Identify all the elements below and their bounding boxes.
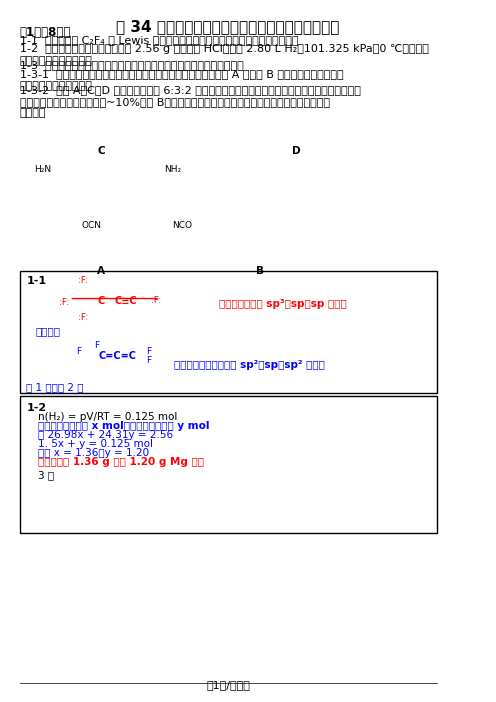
- Text: 1-3  构筑可循环再生的聚合物材料是解决目前白色污染的有效途径之一。: 1-3 构筑可循环再生的聚合物材料是解决目前白色污染的有效途径之一。: [19, 60, 243, 70]
- Text: C: C: [97, 146, 105, 156]
- Text: 此结构从左到右分别是 sp²、sp、sp² 杂化。: 此结构从左到右分别是 sp²、sp、sp² 杂化。: [174, 360, 324, 370]
- Text: 1-2  现有铝镁合金样品一份，称取 2.56 g 样品溶于 HCl，产生 2.80 L H₂（101.325 kPa，0 ℃），通过
计算，确定此合金组成。: 1-2 现有铝镁合金样品一份，称取 2.56 g 样品溶于 HCl，产生 2.8…: [19, 44, 429, 66]
- Text: F: F: [94, 341, 99, 350]
- Text: 1-3-2  单体 A、C、D 按物质的量比例 6:3:2 进行共聚合，得到的聚合物不能进行热加工和循环利用，
但若在共聚合时加入一定量（~10%）的 B，得到: 1-3-2 单体 A、C、D 按物质的量比例 6:3:2 进行共聚合，得到的聚合…: [19, 86, 361, 119]
- Text: 第 34 届中国化学奥林匹克（初赛）试题和参考答案: 第 34 届中国化学奥林匹克（初赛）试题和参考答案: [117, 19, 340, 34]
- Text: D: D: [292, 146, 301, 156]
- Text: n(H₂) = pV/RT = 0.125 mol: n(H₂) = pV/RT = 0.125 mol: [38, 412, 177, 422]
- Text: :F:: :F:: [78, 312, 88, 322]
- Text: C: C: [98, 296, 105, 305]
- Text: 第1页/共加页: 第1页/共加页: [206, 680, 250, 690]
- Text: 第1题（8分）: 第1题（8分）: [19, 26, 71, 39]
- Text: :F:: :F:: [78, 276, 88, 284]
- Text: 1-1: 1-1: [26, 276, 47, 286]
- Text: B: B: [256, 265, 264, 276]
- Text: :F:: :F:: [151, 296, 161, 305]
- Text: C≡C: C≡C: [115, 296, 137, 305]
- Text: 解得 x = 1.36，y = 1.20: 解得 x = 1.36，y = 1.20: [38, 448, 149, 458]
- Text: 也可能是: 也可能是: [35, 326, 61, 336]
- Text: :F:: :F:: [59, 298, 69, 307]
- Text: 1-2: 1-2: [26, 404, 47, 413]
- Text: 1-3-1  通常单官能度的单体无法参与聚合反应中的链增长，但单体 A 可以与 B 发生反应形成聚合物，
画出该聚合物的结构式。: 1-3-1 通常单官能度的单体无法参与聚合反应中的链增长，但单体 A 可以与 B…: [19, 69, 343, 91]
- Text: A: A: [97, 265, 105, 276]
- Text: 从左到右分别为 sp³、sp、sp 杂化。: 从左到右分别为 sp³、sp、sp 杂化。: [219, 298, 347, 309]
- Text: F: F: [146, 356, 152, 365]
- Text: F: F: [76, 347, 81, 355]
- Text: 设铝的物质的量为 x mol，镁的物质的量为 y mol: 设铝的物质的量为 x mol，镁的物质的量为 y mol: [38, 421, 209, 431]
- Text: 各 1 分，共 2 分: 各 1 分，共 2 分: [26, 383, 84, 392]
- Text: 则 26.98x + 24.31y = 2.56: 则 26.98x + 24.31y = 2.56: [38, 430, 173, 440]
- Text: NCO: NCO: [172, 220, 192, 230]
- FancyBboxPatch shape: [19, 397, 436, 533]
- Text: H₂N: H₂N: [34, 165, 51, 173]
- Text: 故该合金由 1.36 g 铝和 1.20 g Mg 组成: 故该合金由 1.36 g 铝和 1.20 g Mg 组成: [38, 457, 204, 468]
- Text: 1-1  画出小分子 C₂F₄ 的 Lewis 结构，标出三个碳原子成键时所采用的杂化轨道。: 1-1 画出小分子 C₂F₄ 的 Lewis 结构，标出三个碳原子成键时所采用的…: [19, 35, 298, 45]
- Text: C=C=C: C=C=C: [99, 351, 137, 361]
- Text: NH₂: NH₂: [165, 165, 182, 173]
- Text: OCN: OCN: [81, 220, 101, 230]
- Text: 1. 5x + y = 0.125 mol: 1. 5x + y = 0.125 mol: [38, 439, 153, 449]
- Text: 3 分: 3 分: [38, 470, 54, 480]
- FancyBboxPatch shape: [19, 270, 436, 393]
- Text: F: F: [146, 347, 152, 355]
